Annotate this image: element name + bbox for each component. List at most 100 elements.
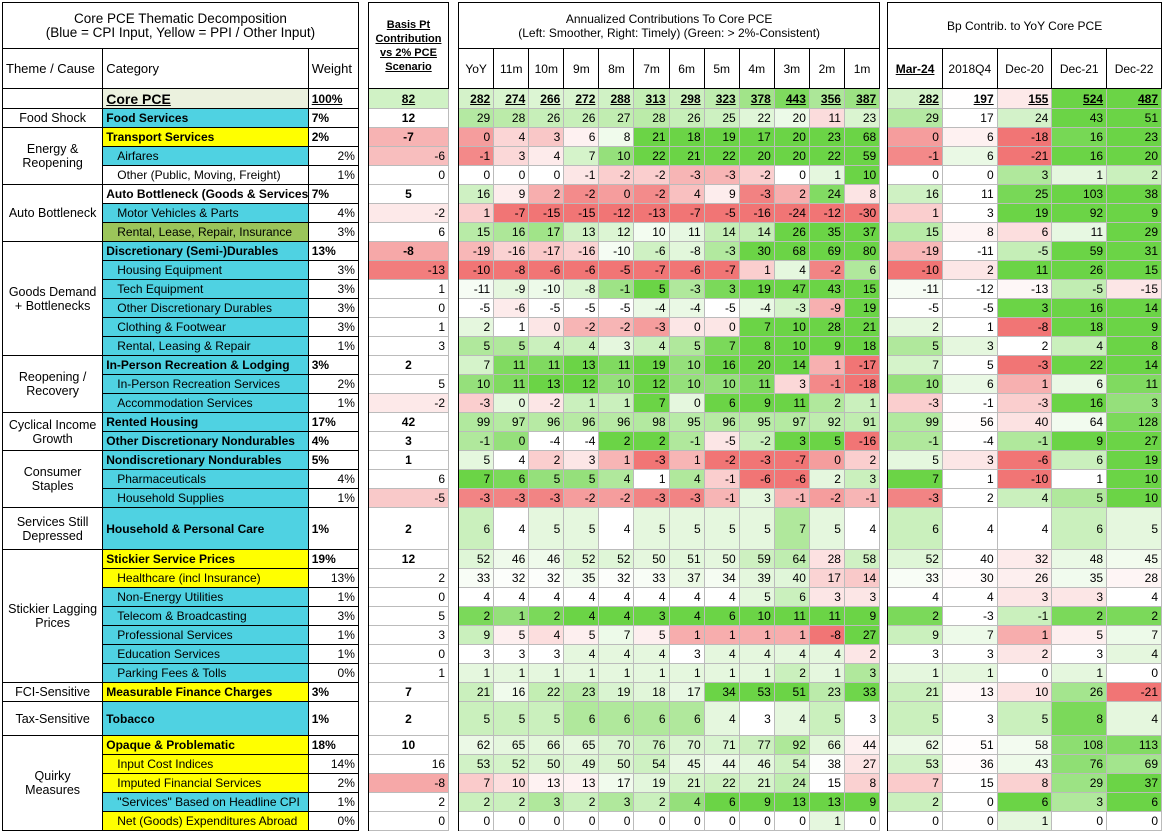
weight: 2%	[307, 146, 359, 166]
basis-value: 1	[367, 317, 450, 337]
spacer	[879, 127, 889, 147]
annualized-value: 0	[598, 811, 635, 831]
contrib-value: 2	[996, 336, 1053, 356]
annualized-value: 0	[843, 811, 881, 831]
contrib-value: 2	[887, 792, 943, 812]
contrib-value: 7	[941, 625, 998, 645]
theme: Services Still Depressed	[1, 507, 104, 550]
annualized-value: 8	[843, 773, 881, 793]
annualized-value: -10	[458, 260, 495, 280]
annualized-value: 34	[703, 682, 740, 702]
spacer	[357, 127, 369, 147]
category: Non-Energy Utilities	[102, 587, 309, 607]
annualized-value: 21	[668, 773, 705, 793]
category: Telecom & Broadcasting	[102, 606, 309, 626]
contrib-value: -10	[996, 469, 1053, 489]
contrib-value: 59	[1051, 241, 1108, 261]
contrib-value: 1	[1051, 165, 1108, 185]
theme: Food Shock	[1, 108, 104, 128]
annualized-value: 22	[703, 146, 740, 166]
annualized-value: 22	[528, 682, 565, 702]
annualized-value: 5	[528, 469, 565, 489]
contrib-value: 0	[1106, 811, 1162, 831]
annualized-value: -5	[703, 203, 740, 223]
annualized-value: 1	[843, 393, 881, 413]
date-header: Mar-24	[887, 48, 943, 89]
contrib-value: 4	[1106, 587, 1162, 607]
annualized-value: -30	[843, 203, 881, 223]
annualized-value: 21	[633, 127, 670, 147]
annualized-value: 92	[773, 735, 810, 755]
annualized-value: 10	[703, 374, 740, 394]
theme: Tax-Sensitive	[1, 701, 104, 736]
annualized-value: 35	[563, 568, 600, 588]
annualized-value: -1	[458, 431, 495, 451]
annualized-value: -3	[738, 450, 775, 470]
annualized-value: -6	[493, 298, 530, 318]
annualized-value: -6	[528, 260, 565, 280]
spacer	[879, 606, 889, 626]
contrib-value: 1	[1051, 663, 1108, 683]
annualized-value: 18	[633, 682, 670, 702]
annualized-value: 2	[528, 450, 565, 470]
spacer	[448, 374, 460, 394]
annualized-value: 51	[773, 682, 810, 702]
annualized-value: 3	[843, 663, 881, 683]
period-header: 3m	[773, 48, 810, 89]
annualized-value: -1	[668, 431, 705, 451]
contrib-value: 27	[1106, 431, 1162, 451]
annualized-value: 52	[563, 549, 600, 569]
weight: 3%	[307, 260, 359, 280]
annualized-value: 0	[668, 317, 705, 337]
annualized-value: 11	[528, 355, 565, 375]
annualized-value: -5	[703, 431, 740, 451]
contrib-value: -21	[996, 146, 1053, 166]
spacer	[448, 127, 460, 147]
contrib-value: 103	[1051, 184, 1108, 204]
contrib-value: 2	[996, 644, 1053, 664]
annualized-value: 2	[493, 792, 530, 812]
annualized-value: 5	[633, 507, 670, 550]
contrib-value: 9	[887, 625, 943, 645]
annualized-value: -4	[528, 431, 565, 451]
contrib-value: 6	[941, 146, 998, 166]
annualized-value: -12	[598, 203, 635, 223]
annualized-value: 59	[843, 146, 881, 166]
annualized-value: -1	[563, 165, 600, 185]
contrib-value: 29	[887, 108, 943, 128]
spacer	[357, 587, 369, 607]
annualized-value: 3	[738, 701, 775, 736]
annualized-value: 266	[528, 88, 565, 109]
spacer	[357, 222, 369, 242]
annualized-value: 6	[703, 792, 740, 812]
annualized-value: 70	[668, 735, 705, 755]
annualized-value: 21	[668, 146, 705, 166]
annualized-value: 4	[493, 587, 530, 607]
contrib-value: 1	[996, 374, 1053, 394]
contrib-value: 282	[887, 88, 943, 109]
spacer	[448, 431, 460, 451]
annualized-value: 5	[738, 507, 775, 550]
spacer	[448, 298, 460, 318]
annualized-value: 2	[458, 317, 495, 337]
annualized-value: -3	[703, 165, 740, 185]
annualized-value: -2	[598, 488, 635, 508]
period-header: 4m	[738, 48, 775, 89]
contrib-value: 113	[1106, 735, 1162, 755]
annualized-value: 0	[668, 393, 705, 413]
spacer	[879, 773, 889, 793]
weight: 1%	[307, 701, 359, 736]
contrib-value: -4	[941, 431, 998, 451]
annualized-value: 21	[843, 317, 881, 337]
period-header: 2m	[808, 48, 845, 89]
spacer	[879, 222, 889, 242]
annualized-value: 49	[563, 754, 600, 774]
annualized-value: 4	[598, 606, 635, 626]
contrib-value: 58	[996, 735, 1053, 755]
annualized-value: 34	[703, 568, 740, 588]
annualized-value: 11	[808, 606, 845, 626]
contrib-value: -1	[941, 393, 998, 413]
annualized-value: -1	[598, 279, 635, 299]
annualized-value: 66	[808, 735, 845, 755]
annualized-value: -3	[633, 488, 670, 508]
